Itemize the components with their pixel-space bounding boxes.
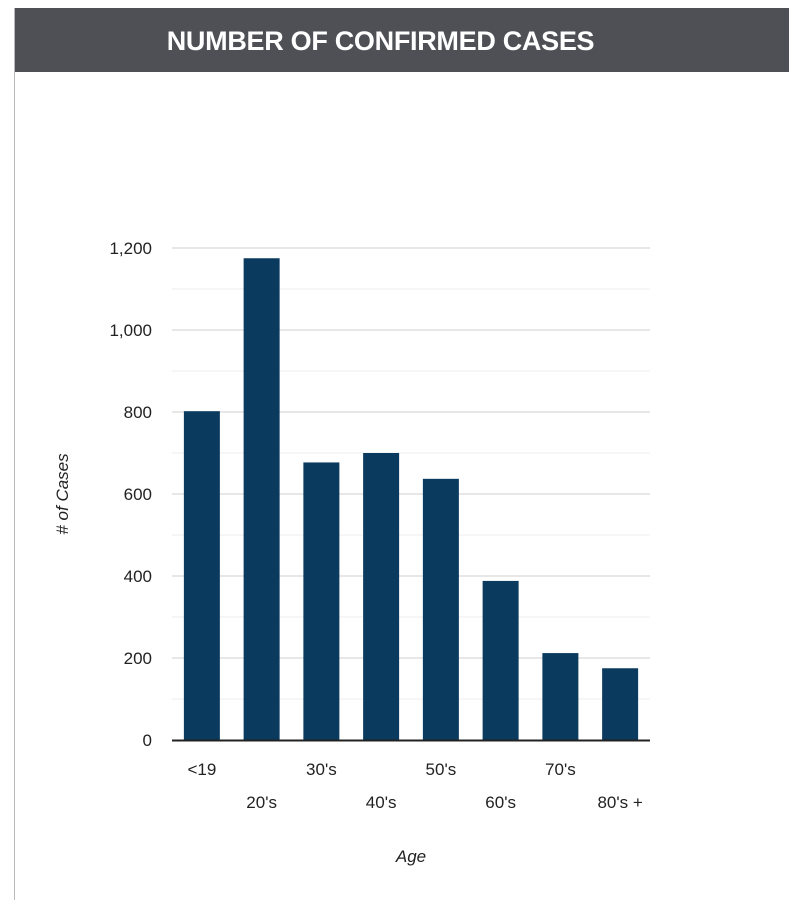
x-tick-label: 40's bbox=[366, 793, 397, 812]
x-axis-title: Age bbox=[395, 847, 426, 866]
x-tick-label: 20's bbox=[246, 793, 277, 812]
x-tick-label: 60's bbox=[485, 793, 516, 812]
y-tick-label: 1,200 bbox=[109, 239, 152, 258]
widget-header: NUMBER OF CONFIRMED CASES bbox=[15, 8, 789, 72]
y-tick-label: 600 bbox=[124, 485, 152, 504]
bar bbox=[303, 462, 340, 740]
y-tick-label: 200 bbox=[124, 649, 152, 668]
bar bbox=[602, 668, 639, 740]
bar bbox=[422, 478, 459, 740]
chart-widget: NUMBER OF CONFIRMED CASES bbox=[14, 8, 789, 900]
x-tick-label: 70's bbox=[545, 760, 576, 779]
y-tick-labels: 0 200 400 600 800 1,000 1,200 bbox=[109, 239, 152, 750]
x-tick-label: <19 bbox=[187, 760, 216, 779]
y-tick-label: 1,000 bbox=[109, 321, 152, 340]
y-tick-label: 800 bbox=[124, 403, 152, 422]
bar bbox=[183, 411, 220, 740]
bar bbox=[482, 580, 519, 740]
y-tick-label: 0 bbox=[143, 731, 152, 750]
x-tick-label: 30's bbox=[306, 760, 337, 779]
bar bbox=[542, 653, 579, 740]
x-tick-labels: <19 20's 30's 40's 50's 60's 70's 80's + bbox=[187, 760, 642, 812]
y-axis-title: # of Cases bbox=[53, 453, 72, 535]
chart-title: NUMBER OF CONFIRMED CASES bbox=[166, 25, 595, 56]
y-tick-label: 400 bbox=[124, 567, 152, 586]
x-tick-label: 80's + bbox=[597, 793, 642, 812]
bar bbox=[363, 453, 400, 740]
x-tick-label: 50's bbox=[426, 760, 457, 779]
bar bbox=[243, 258, 280, 740]
bars bbox=[183, 258, 639, 740]
